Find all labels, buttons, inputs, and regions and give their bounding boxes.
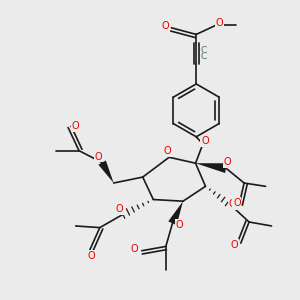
Polygon shape [98, 160, 114, 183]
Text: O: O [95, 152, 103, 162]
Text: O: O [162, 21, 169, 31]
Text: O: O [233, 198, 241, 208]
Text: C: C [200, 52, 207, 61]
Text: O: O [201, 136, 208, 146]
Text: O: O [131, 244, 138, 254]
Polygon shape [168, 201, 183, 225]
Text: O: O [164, 146, 171, 156]
Text: O: O [87, 251, 95, 261]
Polygon shape [196, 163, 227, 173]
Text: C: C [200, 46, 207, 55]
Text: O: O [176, 220, 184, 230]
Text: O: O [230, 240, 238, 250]
Text: O: O [229, 200, 236, 209]
Text: O: O [72, 121, 79, 131]
Text: O: O [215, 18, 223, 28]
Text: O: O [116, 204, 123, 214]
Text: O: O [224, 157, 231, 167]
